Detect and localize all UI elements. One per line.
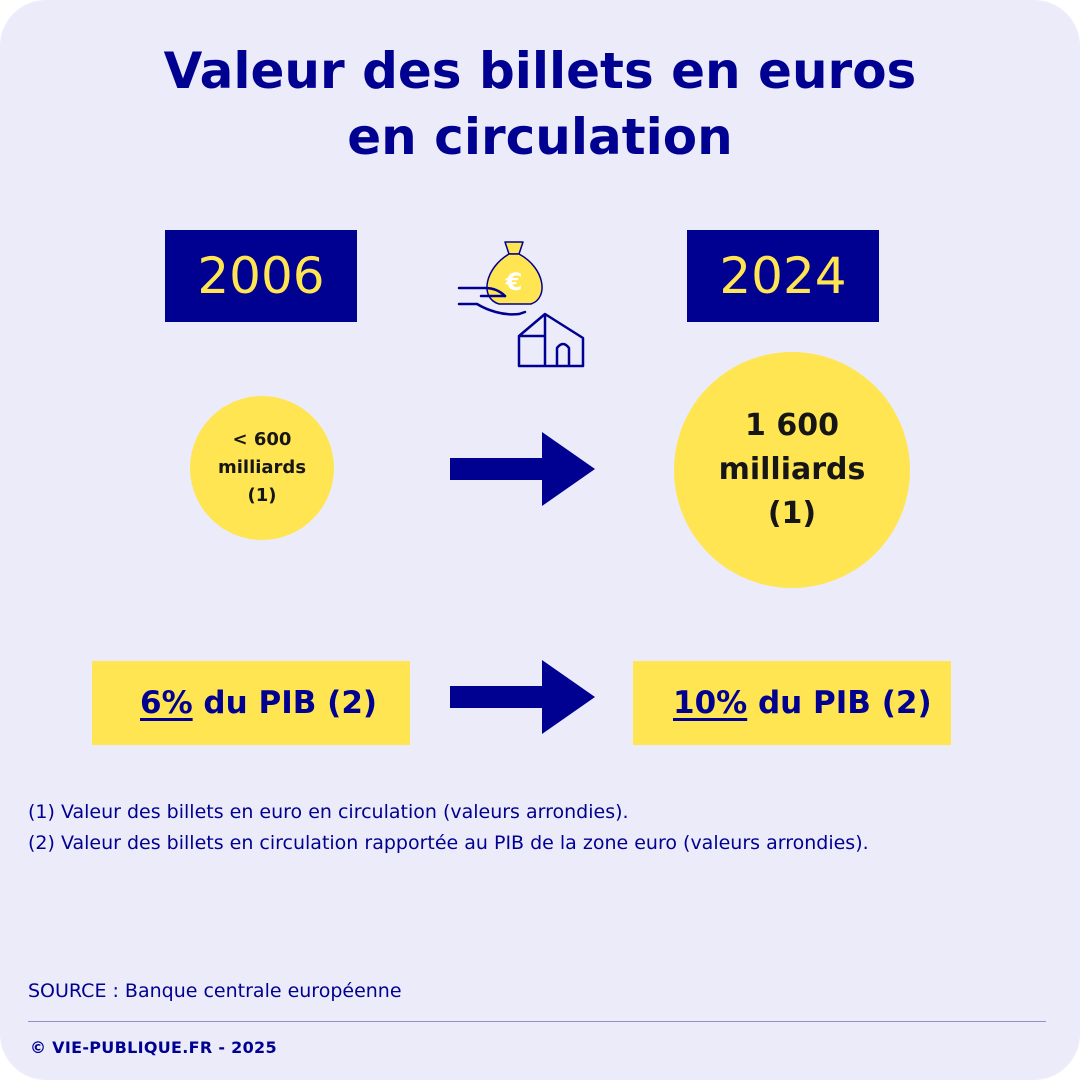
year-start-badge: 2006 xyxy=(165,230,357,322)
pib-end-label: du PIB (2) xyxy=(747,685,932,721)
arrow-right-icon xyxy=(450,660,595,734)
pib-end-percent: 10% xyxy=(673,685,748,721)
arrow-right-icon xyxy=(450,432,595,506)
pib-start-percent: 6% xyxy=(140,685,193,721)
year-end-badge: 2024 xyxy=(687,230,879,322)
value-start-line-1: < 600 xyxy=(232,429,292,450)
value-end-circle: 1 600 milliards (1) xyxy=(674,352,910,588)
page-title: Valeur des billets en euros en circulati… xyxy=(0,38,1080,170)
source-text: SOURCE : Banque centrale européenne xyxy=(28,980,402,1002)
footnote-1: (1) Valeur des billets en euro en circul… xyxy=(28,801,629,823)
value-start-line-3: (1) xyxy=(247,485,277,506)
divider xyxy=(28,1021,1046,1022)
value-start-circle: < 600 milliards (1) xyxy=(190,396,334,540)
title-line-2: en circulation xyxy=(347,108,733,166)
copyright-text: © VIE-PUBLIQUE.FR - 2025 xyxy=(30,1038,277,1057)
pib-start-label: du PIB (2) xyxy=(192,685,378,721)
footnotes: (1) Valeur des billets en euro en circul… xyxy=(28,797,1058,859)
value-end-line-1: 1 600 xyxy=(745,408,839,443)
pib-start-box: 6% du PIB (2) xyxy=(92,661,410,745)
value-end-line-3: (1) xyxy=(767,496,817,531)
pib-end-box: 10% du PIB (2) xyxy=(633,661,951,745)
footnote-2: (2) Valeur des billets en circulation ra… xyxy=(28,832,869,854)
value-end-line-2: milliards xyxy=(718,452,866,487)
value-start-line-2: milliards xyxy=(217,457,307,478)
hand-moneybag-house-icon: € xyxy=(455,234,590,374)
euro-symbol: € xyxy=(505,268,523,296)
title-line-1: Valeur des billets en euros xyxy=(163,42,917,100)
